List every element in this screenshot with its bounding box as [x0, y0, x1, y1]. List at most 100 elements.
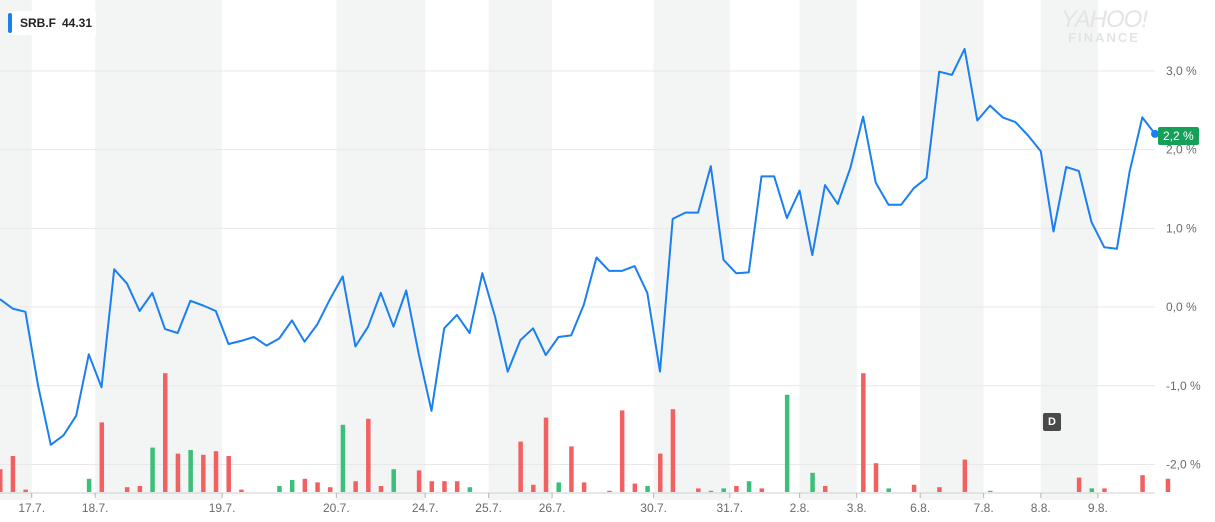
x-tick-label: 25.7. — [475, 501, 502, 515]
volume-bar — [988, 490, 993, 492]
yahoo-finance-logo: YAHOO! FINANCE — [1058, 6, 1150, 45]
volume-bar — [442, 481, 447, 492]
volume-bar — [645, 486, 650, 492]
volume-bar — [10, 456, 16, 492]
volume-bar — [99, 422, 105, 492]
volume-bar — [937, 487, 942, 492]
volume-bar — [518, 441, 523, 492]
volume-bar — [1140, 475, 1145, 492]
volume-bar — [201, 454, 206, 492]
volume-bar — [670, 409, 676, 492]
volume-bar — [543, 417, 549, 492]
volume-bar — [23, 489, 28, 492]
x-tick-label: 9.8. — [1088, 501, 1108, 515]
volume-bar — [569, 446, 574, 492]
volume-bar — [467, 487, 473, 492]
volume-bar — [213, 451, 219, 492]
y-tick-label: 1,0 % — [1166, 221, 1197, 235]
x-tick-label: 31.7. — [716, 501, 743, 515]
ticker-color-swatch — [8, 13, 12, 33]
volume-bar — [1076, 477, 1082, 492]
day-band — [653, 0, 730, 500]
volume-bar — [391, 469, 396, 492]
volume-bar — [721, 488, 726, 492]
volume-bar — [1165, 478, 1171, 492]
y-tick-label: 3,0 % — [1166, 64, 1197, 78]
volume-bar — [861, 373, 866, 492]
x-tick-label: 18.7. — [82, 501, 109, 515]
volume-bar — [366, 418, 371, 492]
x-tick-label: 17.7. — [18, 501, 45, 515]
volume-bar — [658, 453, 663, 492]
volume-bar — [353, 481, 358, 492]
price-line — [0, 47, 1156, 446]
x-tick-label: 7.8. — [974, 501, 994, 515]
logo-main-text: YAHOO! — [1060, 6, 1148, 33]
volume-bar — [911, 484, 917, 492]
x-tick-label: 8.8. — [1031, 501, 1051, 515]
volume-bar — [708, 490, 714, 492]
day-band — [0, 0, 32, 500]
volume-bar — [1102, 488, 1107, 492]
volume-bar — [784, 394, 790, 492]
volume-bar — [581, 482, 587, 492]
volume-bar — [810, 472, 815, 492]
event-marker-badge[interactable]: D — [1043, 413, 1061, 431]
volume-bar — [823, 486, 828, 492]
volume-bar — [315, 482, 320, 492]
day-band — [488, 0, 553, 500]
volume-bar — [873, 463, 879, 492]
volume-bar — [289, 480, 295, 492]
volume-bar — [239, 489, 244, 492]
x-tick-label: 24.7. — [412, 501, 439, 515]
volume-bar — [188, 450, 193, 492]
volume-bar — [226, 456, 231, 492]
day-band — [799, 0, 857, 500]
y-tick-label: 2,0 % — [1166, 143, 1197, 157]
ticker-price: 44.31 — [62, 16, 93, 30]
volume-bar — [531, 484, 536, 492]
y-tick-label: 0,0 % — [1166, 300, 1197, 314]
volume-bar — [0, 469, 3, 492]
volume-bar — [962, 459, 968, 492]
volume-bar — [454, 481, 460, 492]
volume-bar — [86, 478, 92, 492]
logo-sub-text: FINANCE — [1068, 30, 1140, 45]
x-tick-label: 6.8. — [910, 501, 930, 515]
volume-bar — [607, 490, 612, 492]
volume-bar — [302, 478, 308, 492]
volume-bar — [340, 424, 346, 492]
x-tick-label: 20.7. — [323, 501, 350, 515]
volume-bar — [734, 486, 739, 492]
volume-bar — [619, 410, 625, 492]
volume-bar — [124, 487, 130, 492]
x-tick-label: 19.7. — [209, 501, 236, 515]
ticker-legend[interactable]: SRB.F 44.31 — [8, 11, 97, 35]
x-tick-label: 2.8. — [790, 501, 810, 515]
volume-bar — [556, 482, 561, 492]
x-tick-label: 26.7. — [539, 501, 566, 515]
volume-bar — [163, 373, 168, 492]
day-band — [920, 0, 984, 500]
last-value-badge: 2,2 % — [1158, 127, 1199, 145]
day-band — [336, 0, 426, 500]
volume-bar — [378, 486, 384, 492]
volume-bar — [746, 481, 752, 492]
last-point-marker — [1151, 129, 1159, 138]
volume-bar — [137, 486, 143, 492]
volume-bar — [150, 447, 155, 492]
day-band — [95, 0, 223, 500]
volume-bar — [416, 470, 422, 492]
y-tick-label: -2,0 % — [1166, 457, 1201, 471]
volume-bar — [1089, 488, 1095, 492]
volume-bar — [759, 488, 765, 492]
volume-bar — [328, 487, 333, 492]
volume-bar — [277, 486, 282, 492]
volume-bar — [175, 453, 181, 492]
x-tick-label: 30.7. — [640, 501, 667, 515]
volume-bar — [696, 488, 701, 492]
y-tick-label: -1,0 % — [1166, 379, 1201, 393]
ticker-symbol: SRB.F — [20, 16, 56, 30]
